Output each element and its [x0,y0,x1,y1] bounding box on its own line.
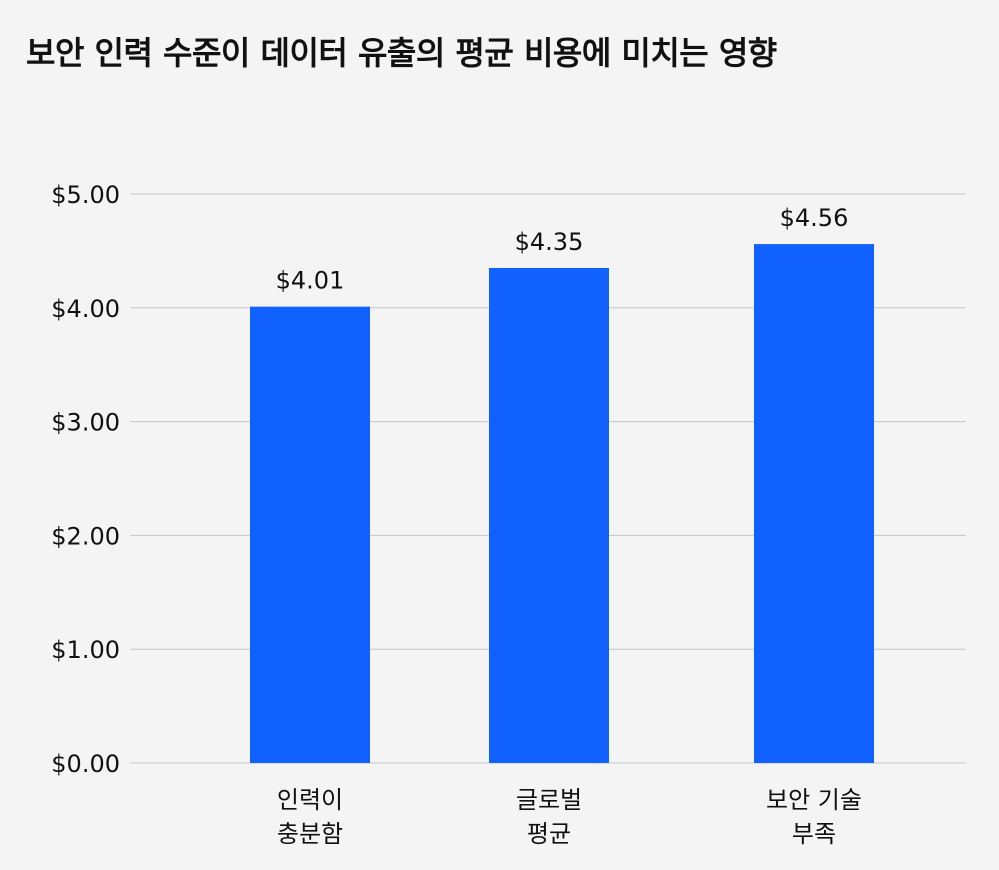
y-tick-label: $1.00 [51,636,120,664]
x-tick-label: 충분함 [277,820,343,848]
y-tick-label: $5.00 [51,181,120,209]
bar [754,244,874,763]
y-tick-label: $2.00 [51,522,120,550]
x-tick-label: 글로벌 [516,786,582,814]
chart-title: 보안 인력 수준이 데이터 유출의 평균 비용에 미치는 영향 [26,34,777,72]
x-tick-label: 보안 기술 [766,786,862,814]
y-tick-label: $3.00 [51,409,120,437]
bar [250,306,370,763]
data-label: $4.56 [780,204,849,232]
x-tick-label: 인력이 [277,786,343,814]
bar [489,267,609,763]
data-label: $4.35 [515,228,584,256]
data-label: $4.01 [276,267,345,295]
x-tick-label: 평균 [527,820,571,848]
y-tick-label: $4.00 [51,295,120,323]
y-tick-label: $0.00 [51,750,120,778]
x-tick-label: 부족 [792,820,836,848]
